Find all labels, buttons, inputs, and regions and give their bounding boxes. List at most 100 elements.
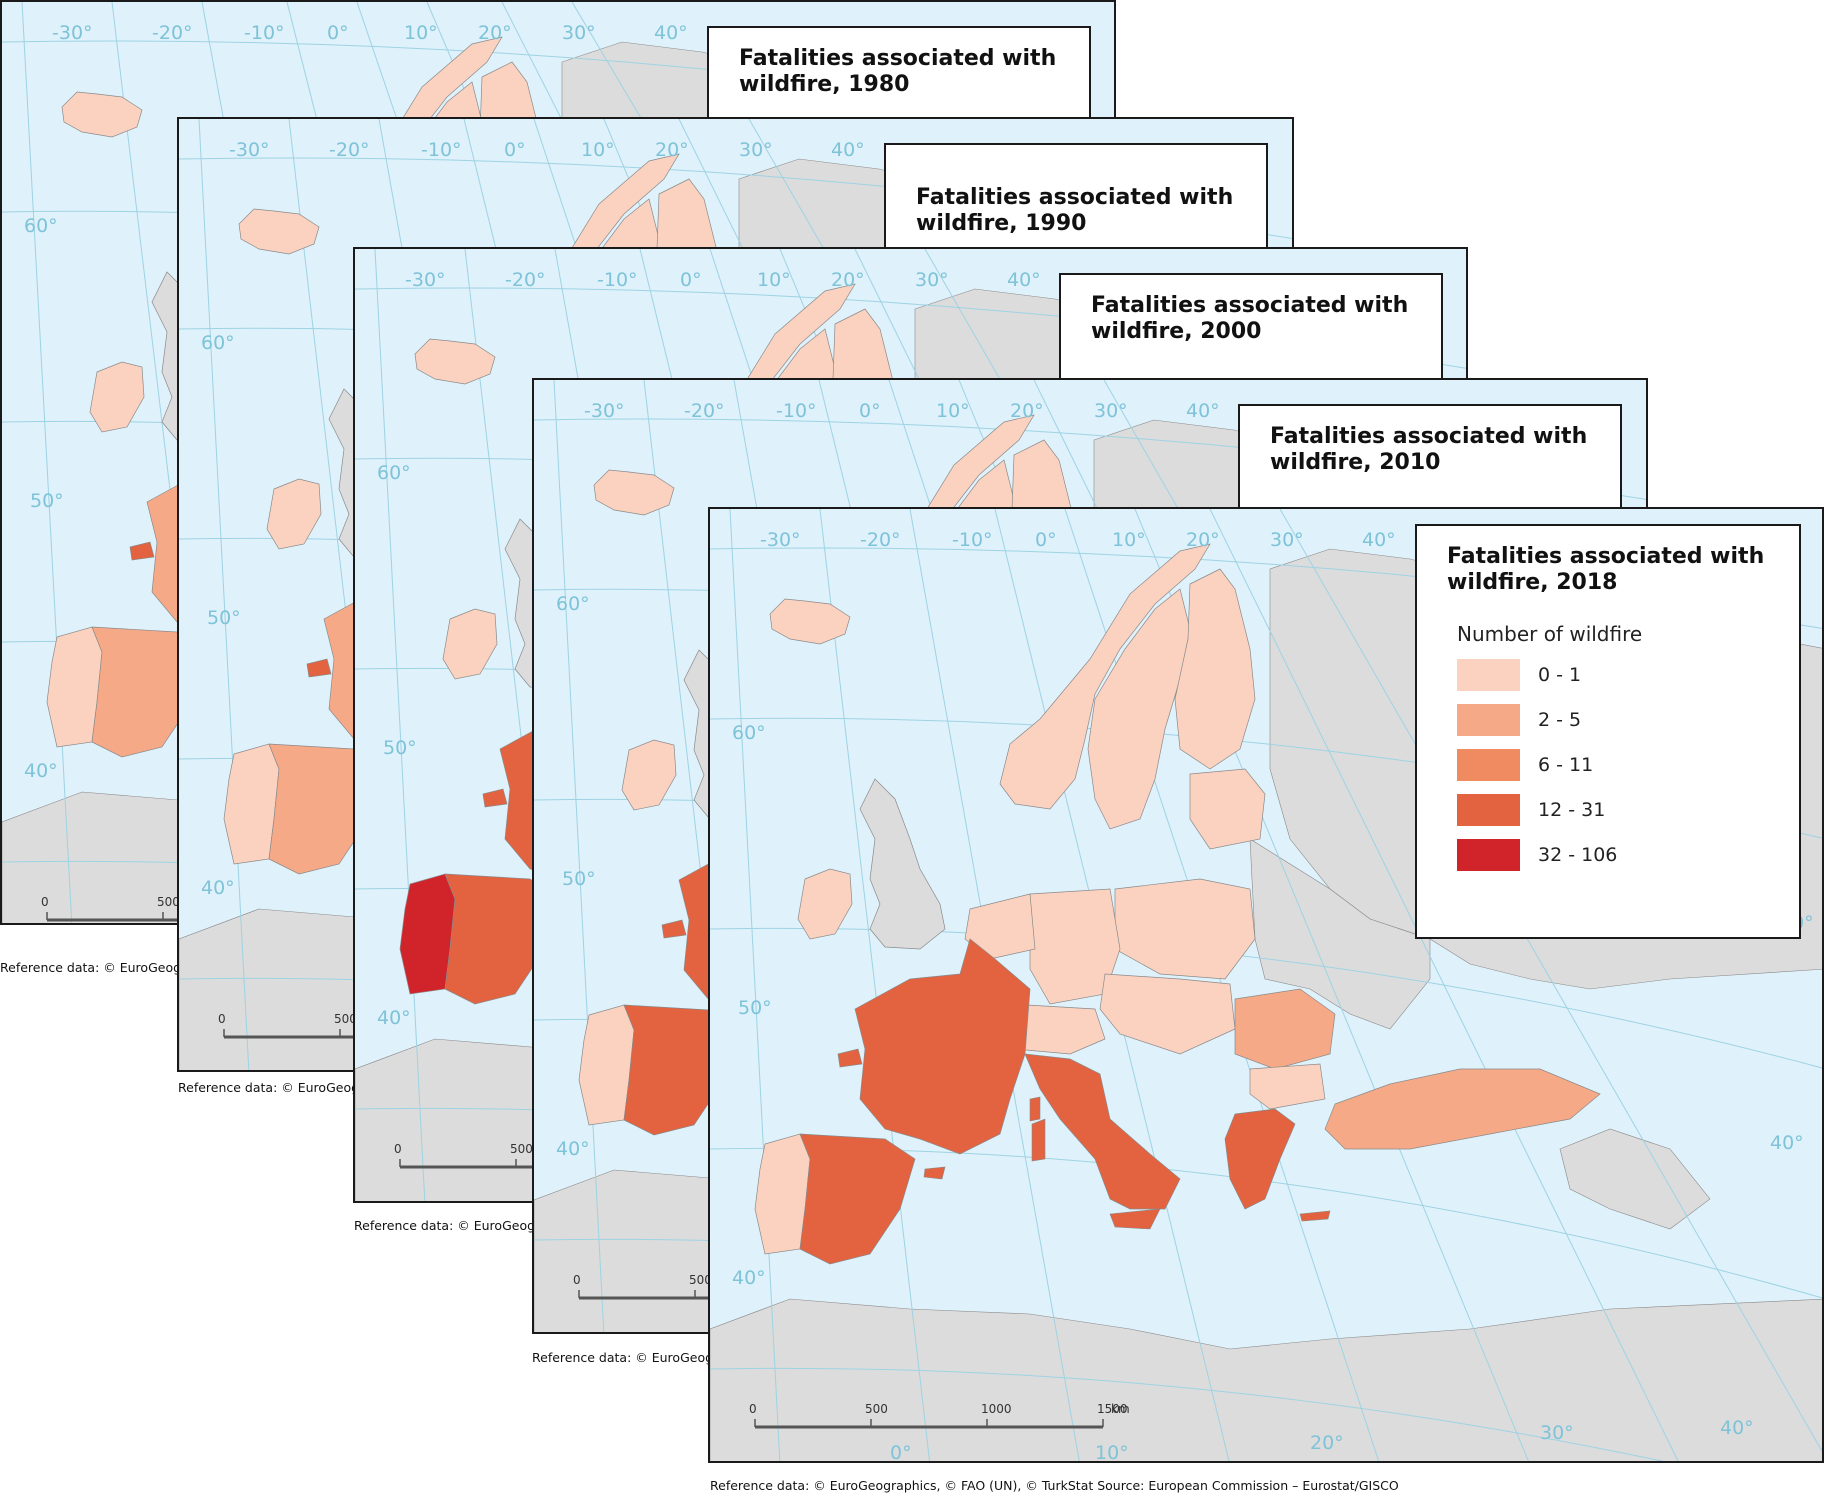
map-title-box: Fatalities associated with wildfire, 198… [707,26,1091,122]
legend-label: 6 - 11 [1538,754,1594,776]
region-finland [1174,568,1256,770]
region-ireland [266,478,322,550]
island-spain [923,1166,946,1180]
longitude-label: -30° [52,22,93,44]
legend-item: 2 - 5 [1457,704,1779,736]
region-ireland [89,361,145,433]
longitude-label-bottom: 30° [1540,1422,1574,1444]
longitude-label: 20° [1010,400,1044,422]
longitude-label: 30° [915,269,949,291]
longitude-label: 20° [1186,529,1220,551]
island-italy [1109,1208,1161,1230]
region-spain [799,1133,916,1265]
longitude-label: 10° [936,400,970,422]
map-title-box: Fatalities associated with wildfire, 199… [884,143,1268,253]
map-title-year: wildfire, 1980 [739,72,910,97]
scale-bar-label: 500 [510,1142,533,1156]
latitude-label: 60° [377,462,411,484]
longitude-label-bottom: 0° [890,1442,912,1463]
longitude-label: 20° [655,139,689,161]
longitude-label: 30° [1094,400,1128,422]
longitude-label: -20° [860,529,901,551]
latitude-label: 40° [201,877,235,899]
longitude-label: -20° [329,139,370,161]
legend-item: 6 - 11 [1457,749,1779,781]
legend-label: 12 - 31 [1538,799,1606,821]
longitude-label: 10° [581,139,615,161]
latitude-label: 40° [732,1267,766,1289]
longitude-label: -30° [760,529,801,551]
region-iceland [769,598,851,645]
scale-bar-label: 500 [157,895,180,909]
latitude-label: 60° [556,593,590,615]
region-sweden [1087,588,1191,830]
longitude-label: 0° [1035,529,1057,551]
map-title: Fatalities associated with [739,46,1057,71]
longitude-label: 40° [1007,269,1041,291]
longitude-label: 10° [1112,529,1146,551]
region-iceland [61,91,143,138]
land-no-data [1249,838,1431,1030]
scale-bar-label: 0 [749,1402,757,1416]
legend-item: 12 - 31 [1457,794,1779,826]
longitude-label: -10° [952,529,993,551]
reference-data-note: Reference data: © EuroGeographics, © FAO… [710,1478,1399,1493]
legend-item: 32 - 106 [1457,839,1779,871]
longitude-label: 30° [562,22,596,44]
longitude-label: -30° [405,269,446,291]
map-title: Fatalities associated with [1447,544,1765,569]
longitude-label-bottom: 20° [1310,1432,1344,1454]
region-brittany [129,541,155,561]
map-title-box: Fatalities associated with wildfire, 201… [1238,404,1622,514]
reference-data-note: Reference data: © EuroGeographics, © FAO… [178,1080,356,1095]
scale-bar-label: 0 [218,1012,226,1026]
map-title: Fatalities associated with [916,185,1234,210]
longitude-label-bottom: 10° [1095,1442,1129,1463]
region-iceland [593,469,675,516]
map-title: Fatalities associated with [1270,424,1588,449]
region-france [854,938,1031,1155]
longitude-label: -30° [584,400,625,422]
region-ireland [621,739,677,811]
latitude-label: 60° [201,332,235,354]
region-brittany [306,658,332,678]
region-romania [1234,988,1336,1070]
latitude-label: 50° [207,607,241,629]
longitude-label: 40° [654,22,688,44]
region-ireland [797,868,853,940]
longitude-label: 40° [1186,400,1220,422]
latitude-label: 50° [383,737,417,759]
map-title-year: wildfire, 2018 [1447,570,1618,595]
region-brittany [661,919,687,939]
region-brittany [482,788,508,808]
scale-bar-label: 1000 [981,1402,1012,1416]
longitude-label: -10° [421,139,462,161]
legend-label: 0 - 1 [1538,664,1582,686]
longitude-label: -10° [597,269,638,291]
longitude-label: -30° [229,139,270,161]
reference-data-note: Reference data: © EuroGeographics, © FAO… [354,1218,532,1233]
latitude-label: 50° [30,490,64,512]
map-title-year: wildfire, 2000 [1091,319,1262,344]
region-iceland [414,338,496,385]
island-france [1029,1096,1041,1122]
longitude-label: -10° [244,22,285,44]
legend-swatch [1457,839,1520,871]
map-card-2018: -30° -20° -10° 0° 10° 20° 30° 40° 60° 50° 40° 0° 10°… [708,507,1824,1463]
legend-swatch [1457,794,1520,826]
reference-data-note: Reference data: © EuroGeographics, © FAO… [0,960,178,975]
region-benelux [964,893,1036,960]
region-baltics [1189,768,1266,850]
legend-swatch [1457,749,1520,781]
longitude-label: 10° [757,269,791,291]
map-title-year: wildfire, 2010 [1270,450,1441,475]
scale-bar-label: 1500 [1097,1402,1128,1416]
region-greece [1224,1108,1296,1210]
longitude-label: 30° [739,139,773,161]
latitude-label: 40° [24,760,58,782]
region-poland [1114,878,1256,980]
scale-bar-label: 500 [865,1402,888,1416]
map-title-year: wildfire, 1990 [916,211,1087,236]
region-turkey [1324,1068,1601,1150]
legend-title: Number of wildfire [1457,622,1643,646]
